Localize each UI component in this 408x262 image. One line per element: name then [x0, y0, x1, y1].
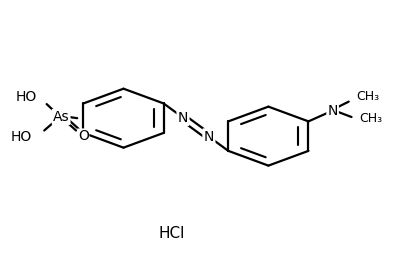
- Text: N: N: [204, 130, 214, 144]
- Text: CH₃: CH₃: [356, 90, 379, 103]
- Text: N: N: [328, 103, 338, 118]
- Text: N: N: [178, 111, 188, 125]
- Text: O: O: [78, 129, 89, 143]
- Text: CH₃: CH₃: [359, 112, 382, 125]
- Text: HO: HO: [16, 90, 37, 104]
- Text: As: As: [53, 110, 69, 124]
- Text: HCl: HCl: [159, 226, 185, 241]
- Text: HO: HO: [11, 130, 32, 144]
